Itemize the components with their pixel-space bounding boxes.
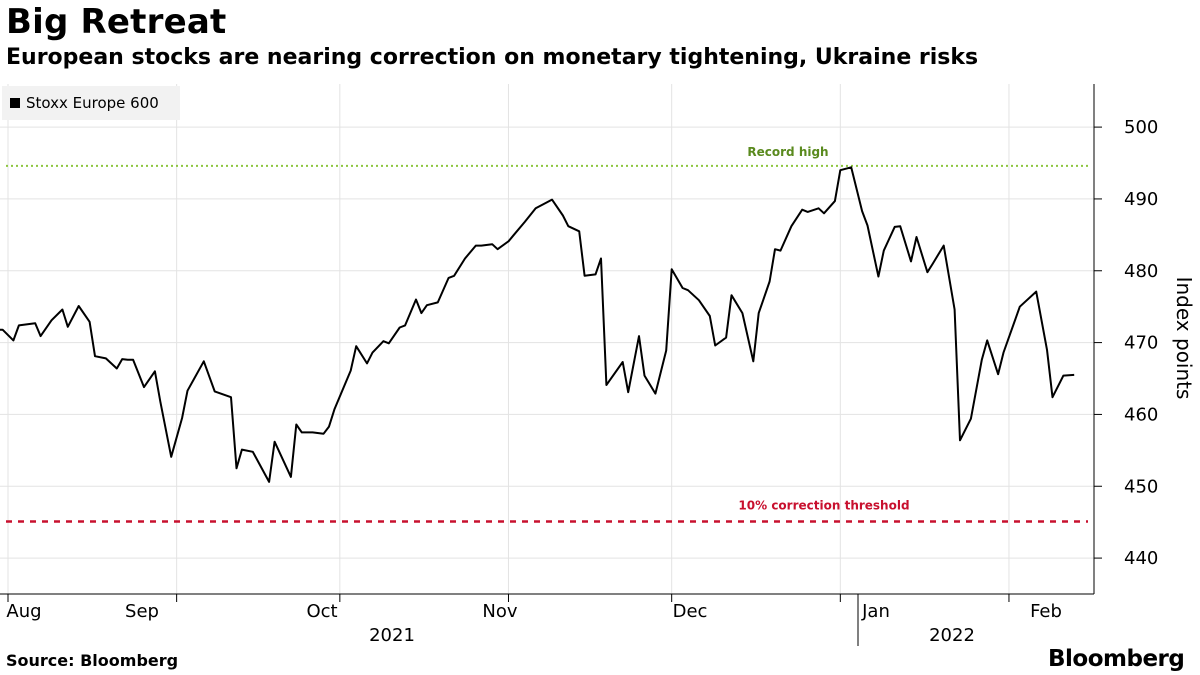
chart-title: Big Retreat [6,2,227,42]
y-tick-label: 460 [1124,404,1158,425]
grid-layer [0,84,1094,594]
axis-layer: 440 450 460 470 480 490 500 Aug Sep Oct Nov Dec Jan F… [0,84,1158,646]
x-tick-label: Nov [482,601,517,622]
year-label: 2022 [929,625,975,646]
legend: Stoxx Europe 600 [2,86,180,120]
annotation-label: 10% correction threshold [738,498,909,512]
legend-label: Stoxx Europe 600 [26,94,159,112]
y-tick-label: 440 [1124,548,1158,569]
x-tick-label: Feb [1030,601,1062,622]
y-tick-label: 470 [1124,333,1158,354]
series-layer [0,166,1075,483]
series-line [0,166,1075,483]
annotation-layer: Record high 10% correction threshold [6,145,1088,523]
x-tick-label: Aug [6,601,41,622]
annotation-label: Record high [747,145,828,159]
x-tick-label: Dec [673,601,708,622]
x-tick-label: Oct [306,601,337,622]
y-tick-label: 480 [1124,261,1158,282]
source-note: Source: Bloomberg [6,651,179,670]
y-axis-label: Index points [1172,276,1196,400]
y-tick-label: 490 [1124,189,1158,210]
year-label: 2021 [369,625,415,646]
x-tick-label: Sep [125,601,159,622]
bloomberg-logo: Bloomberg [1048,646,1185,672]
y-tick-label: 450 [1124,476,1158,497]
chart-subtitle: European stocks are nearing correction o… [6,45,979,70]
y-tick-label: 500 [1124,117,1158,138]
x-tick-label: Jan [861,601,890,622]
legend-swatch [10,98,20,108]
